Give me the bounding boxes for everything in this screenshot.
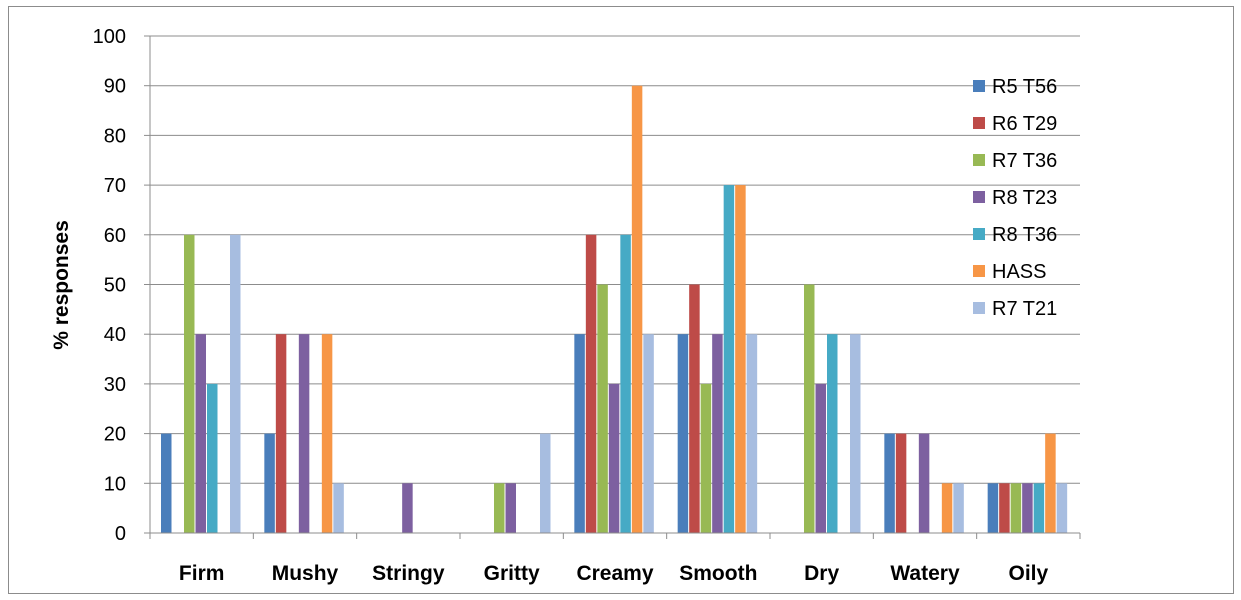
bar — [1010, 483, 1022, 533]
bar — [1022, 483, 1033, 533]
bar — [321, 334, 333, 533]
y-tick-label: 80 — [104, 125, 126, 147]
bar — [275, 334, 287, 533]
bar — [941, 483, 953, 533]
bar — [804, 284, 815, 533]
y-axis-title: % responses — [50, 220, 73, 350]
bars — [161, 85, 1068, 534]
bar — [700, 383, 712, 533]
bar — [723, 185, 735, 533]
legend-swatch — [973, 302, 985, 314]
axes — [144, 35, 1081, 539]
y-tick-label: 30 — [104, 374, 126, 396]
legend-entry: R8 T36 — [992, 224, 1057, 246]
legend-entry: HASS — [992, 261, 1046, 283]
bar — [505, 483, 516, 533]
bar — [1045, 433, 1056, 533]
legend-entry: R5 T56 — [992, 76, 1057, 98]
bar — [574, 334, 585, 533]
y-tick-label: 20 — [104, 424, 126, 446]
bar — [815, 383, 826, 533]
bar — [597, 284, 608, 533]
bar — [195, 334, 206, 533]
bar — [494, 483, 505, 533]
legend: R5 T56 R6 T29 R7 T36 R8 T23 R8 T36 HASS R7 T21 — [973, 76, 1057, 320]
bar — [895, 433, 907, 533]
bar — [827, 334, 838, 533]
bar — [264, 433, 275, 533]
bar — [402, 483, 413, 533]
x-category-labels: Firm Mushy Stringy Gritty Creamy Smooth Dry Wat… — [179, 562, 1049, 585]
x-category-label: Stringy — [372, 562, 445, 585]
bar — [161, 433, 172, 533]
x-category-label: Creamy — [576, 562, 653, 585]
legend-swatch — [973, 191, 985, 203]
x-category-label: Mushy — [272, 562, 339, 585]
x-category-label: Watery — [890, 562, 960, 585]
y-tick-label: 70 — [104, 175, 126, 197]
bar — [207, 383, 218, 533]
bar — [689, 284, 700, 533]
bar — [1033, 483, 1045, 533]
legend-entry: R7 T36 — [992, 150, 1057, 172]
bar — [1056, 483, 1068, 533]
bar — [585, 234, 597, 534]
bar — [999, 483, 1010, 533]
x-category-label: Firm — [179, 562, 225, 585]
bar — [298, 334, 310, 533]
bar — [230, 234, 241, 534]
y-tick-labels: 0 10 20 30 40 50 60 70 80 90 100 — [93, 26, 126, 545]
bar — [953, 483, 964, 533]
legend-entry: R6 T29 — [992, 113, 1057, 135]
x-category-label: Oily — [1008, 562, 1048, 585]
y-tick-label: 90 — [104, 76, 126, 98]
y-tick-label: 60 — [104, 225, 126, 247]
bar — [735, 185, 746, 533]
x-category-label: Smooth — [679, 562, 757, 585]
legend-swatch — [973, 117, 985, 129]
x-category-label: Dry — [804, 562, 839, 585]
bar — [620, 234, 631, 534]
bar — [631, 85, 643, 533]
bar — [333, 483, 344, 533]
bar — [918, 433, 930, 533]
legend-swatch — [973, 80, 985, 92]
bar — [540, 433, 551, 533]
bar — [850, 334, 861, 533]
legend-swatch — [973, 265, 985, 277]
bar — [608, 383, 620, 533]
y-tick-label: 100 — [93, 26, 126, 48]
legend-swatch — [973, 228, 985, 240]
y-tick-label: 0 — [115, 523, 126, 545]
bar — [884, 433, 895, 533]
y-tick-label: 50 — [104, 275, 126, 297]
bar — [643, 334, 654, 533]
legend-swatch — [973, 154, 985, 166]
bar — [746, 334, 758, 533]
bar — [987, 483, 999, 533]
bar — [677, 334, 689, 533]
y-tick-label: 40 — [104, 324, 126, 346]
bar — [184, 234, 195, 534]
legend-entry: R7 T21 — [992, 298, 1057, 320]
bar — [712, 334, 723, 533]
y-tick-label: 10 — [104, 473, 126, 495]
x-category-label: Gritty — [484, 562, 540, 585]
legend-entry: R8 T23 — [992, 187, 1057, 209]
